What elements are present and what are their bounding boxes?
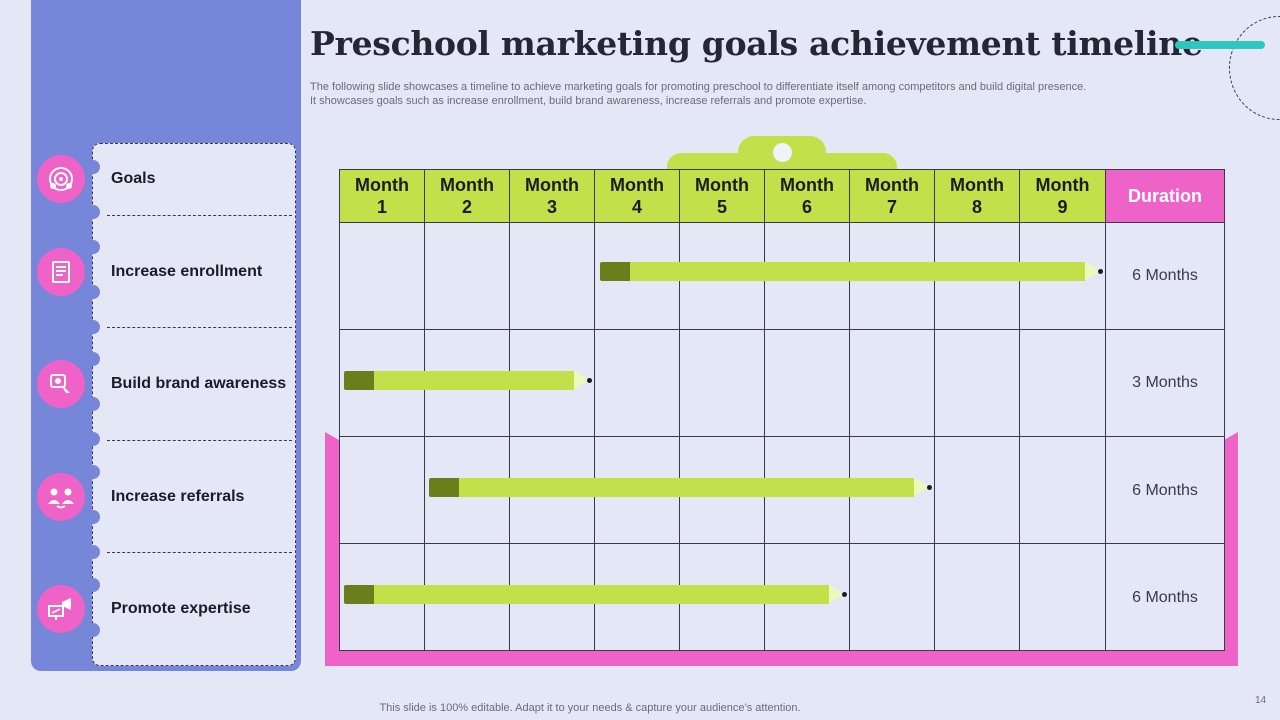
goal-label-promote-expertise: Promote expertise <box>111 600 251 617</box>
card-notch <box>86 397 100 411</box>
card-notch <box>86 205 100 219</box>
month-header: Month 4 <box>594 169 680 223</box>
card-notch <box>86 432 100 446</box>
card-notch <box>86 545 100 559</box>
bar-body <box>629 262 1085 281</box>
goal-label-increase-referrals: Increase referrals <box>111 488 245 505</box>
bar-lead <box>586 378 592 383</box>
page-number: 14 <box>1255 695 1267 706</box>
goal-divider <box>107 440 292 441</box>
month-header: Month 5 <box>679 169 765 223</box>
goals-header: Goals <box>111 170 156 187</box>
bar-grip <box>344 371 374 390</box>
month-header: Month 6 <box>764 169 850 223</box>
bar-grip <box>344 585 374 604</box>
card-notch <box>86 623 100 637</box>
month-number: 1 <box>376 197 387 217</box>
month-word: Month <box>950 175 1004 195</box>
card-notch <box>86 465 100 479</box>
bar-grip <box>599 262 630 281</box>
duration-header: Duration <box>1105 169 1225 223</box>
month-number: 7 <box>886 197 897 217</box>
bar-grip <box>429 478 460 497</box>
subtitle-line: It showcases goals such as increase enro… <box>310 95 867 107</box>
month-word: Month <box>865 175 919 195</box>
month-word: Month <box>355 175 409 195</box>
duration-value: 3 Months <box>1105 329 1225 437</box>
month-word: Month <box>695 175 749 195</box>
goals-card <box>92 143 296 666</box>
month-number: 5 <box>716 197 727 217</box>
duration-value: 6 Months <box>1105 436 1225 544</box>
team-target-icon <box>37 155 85 203</box>
footer-note: This slide is 100% editable. Adapt it to… <box>379 702 801 714</box>
goal-divider <box>107 552 292 553</box>
month-word: Month <box>1035 175 1090 195</box>
card-notch <box>86 160 100 174</box>
month-header: Month 7 <box>849 169 935 223</box>
bar-tip <box>829 585 846 603</box>
card-notch <box>86 352 100 366</box>
bar-tip <box>914 478 931 496</box>
megaphone-presentation-icon <box>37 585 85 633</box>
month-header: Month 9 <box>1019 169 1106 223</box>
card-notch <box>86 320 100 334</box>
month-header-row: Month 1 Month 2 Month 3 Month 4 Month 5 Month… <box>339 169 1225 223</box>
card-notch <box>86 510 100 524</box>
duration-value: 6 Months <box>1105 222 1225 330</box>
month-number: 3 <box>546 197 557 217</box>
month-header: Month 8 <box>934 169 1020 223</box>
bar-tip <box>573 371 590 389</box>
timeline-grid: Month 1 Month 2 Month 3 Month 4 Month 5 Month… <box>339 169 1225 651</box>
bar-body <box>374 585 830 604</box>
timeline-bar <box>344 371 592 390</box>
bar-lead <box>927 485 933 490</box>
timeline-bar <box>429 478 933 497</box>
subtitle-line: The following slide showcases a timeline… <box>310 81 1087 93</box>
month-word: Month <box>525 175 579 195</box>
month-header: Month 1 <box>339 169 425 223</box>
clipboard-clip-hole <box>773 143 792 162</box>
brand-awareness-icon <box>37 360 85 408</box>
month-number: 9 <box>1057 197 1068 217</box>
month-number: 2 <box>461 197 472 217</box>
duration-value: 6 Months <box>1105 543 1225 651</box>
goal-divider <box>107 215 292 216</box>
page-subtitle: The following slide showcases a timeline… <box>310 80 1170 108</box>
bar-lead <box>1097 269 1103 274</box>
bar-tip <box>1084 262 1101 280</box>
month-number: 6 <box>801 197 812 217</box>
month-header: Month 2 <box>424 169 510 223</box>
referral-people-icon <box>37 473 85 521</box>
month-number: 4 <box>631 197 642 217</box>
card-notch <box>86 285 100 299</box>
month-word: Month <box>610 175 664 195</box>
month-word: Month <box>780 175 834 195</box>
timeline-bar <box>344 585 848 604</box>
month-word: Month <box>440 175 494 195</box>
month-number: 8 <box>971 197 982 217</box>
bar-lead <box>842 592 848 597</box>
page-title: Preschool marketing goals achievement ti… <box>310 24 1203 63</box>
goal-label-build-brand-awareness: Build brand awareness <box>111 375 287 392</box>
card-notch <box>86 578 100 592</box>
goal-divider <box>107 327 292 328</box>
decorative-dashed-circle <box>1229 16 1280 120</box>
bar-body <box>459 478 915 497</box>
timeline-bar <box>599 262 1103 281</box>
bar-body <box>374 371 574 390</box>
month-header: Month 3 <box>509 169 595 223</box>
enrollment-form-icon <box>37 248 85 296</box>
goal-label-increase-enrollment: Increase enrollment <box>111 263 263 280</box>
card-notch <box>86 240 100 254</box>
decorative-teal-bar <box>1175 41 1265 49</box>
